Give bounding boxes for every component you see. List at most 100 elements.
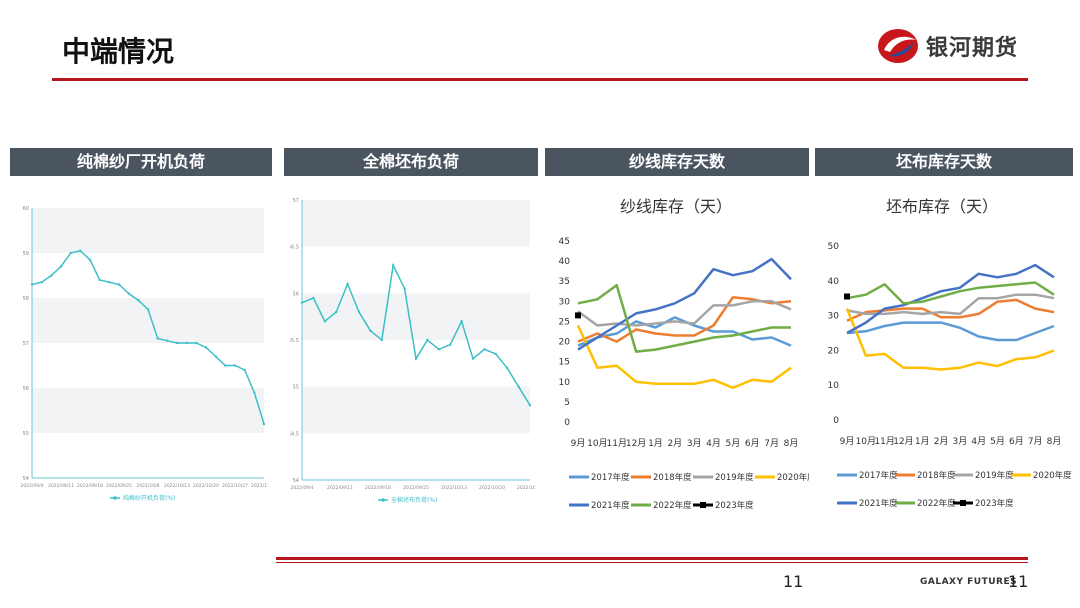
series-point-2023年度 — [575, 312, 581, 319]
data-point — [449, 343, 452, 346]
data-point — [517, 385, 520, 388]
series-line-2018年度 — [577, 296, 792, 343]
y-tick-label: 54.5 — [290, 431, 299, 437]
x-tick-label: 1月 — [915, 436, 930, 447]
legend-label: 2021年度 — [859, 498, 898, 509]
data-point — [494, 352, 497, 356]
y-tick-label: 35 — [559, 277, 570, 287]
x-tick-label: 2022/10/27 — [517, 485, 535, 491]
data-point — [146, 308, 150, 311]
x-tick-label: 2022/10/13 — [441, 485, 467, 491]
x-tick-label: 2月 — [934, 436, 949, 447]
x-tick-label: 8月 — [784, 438, 799, 449]
x-tick-label: 7月 — [1028, 436, 1043, 447]
series-line-2020年度 — [576, 324, 792, 390]
brand-name: 银河期货 — [926, 36, 1019, 61]
y-tick-label: 57 — [23, 341, 29, 347]
y-tick-label: 25 — [559, 317, 570, 327]
series-line-2017年度 — [846, 321, 1055, 342]
x-tick-label: 2022/09/18 — [77, 483, 103, 489]
panel-header-greige-inventory: 坯布库存天数 — [815, 148, 1073, 176]
x-tick-label: 2022/09/4 — [290, 485, 313, 491]
x-tick-label: 12月 — [893, 436, 913, 447]
y-tick-label: 5 — [564, 398, 570, 408]
data-point — [59, 265, 63, 268]
y-tick-label: 0 — [564, 418, 570, 428]
data-point — [98, 278, 101, 282]
data-point — [460, 320, 463, 323]
grid-band — [302, 386, 530, 434]
y-tick-label: 60 — [23, 206, 29, 212]
y-tick-label: 55 — [293, 385, 299, 391]
series-line-2021年度 — [577, 257, 792, 351]
x-tick-label: 9月 — [840, 436, 855, 447]
data-point — [204, 346, 208, 349]
data-point — [224, 364, 227, 367]
x-tick-label: 7月 — [764, 438, 779, 449]
bottom-rule-thin — [276, 562, 1028, 563]
x-tick-label: 3月 — [687, 438, 702, 449]
data-point — [483, 348, 486, 351]
y-tick-label: 20 — [828, 346, 840, 356]
x-tick-label: 12月 — [626, 438, 646, 449]
legend-label: 2017年度 — [859, 470, 898, 481]
legend-marker — [113, 496, 117, 500]
y-tick-label: 58 — [23, 296, 29, 302]
legend-label: 纯棉纱开机负荷(%) — [123, 494, 175, 502]
x-tick-label: 2022/09/25 — [403, 485, 429, 491]
y-tick-label: 30 — [828, 312, 840, 322]
x-tick-label: 10月 — [856, 436, 876, 447]
data-point — [300, 301, 304, 304]
x-tick-label: 2022/10/27 — [222, 483, 248, 489]
data-point — [335, 310, 338, 314]
series-line-2018年度 — [846, 298, 1055, 322]
x-tick-label: 6月 — [745, 438, 760, 449]
legend-label: 2022年度 — [917, 498, 956, 509]
y-tick-label: 30 — [559, 297, 571, 307]
x-tick-label: 2022/09/18 — [365, 485, 391, 491]
data-point — [233, 364, 237, 367]
chart-title: 纱线库存（天） — [620, 197, 732, 216]
top-rule — [52, 78, 1028, 81]
x-tick-label: 2022/09/11 — [327, 485, 353, 491]
y-tick-label: 0 — [833, 416, 839, 426]
data-point — [185, 341, 188, 345]
x-tick-label: 11月 — [874, 436, 894, 447]
data-point — [166, 339, 169, 342]
data-point — [175, 341, 179, 345]
legend-label: 2022年度 — [653, 500, 692, 511]
series-line-2022年度 — [846, 281, 1055, 305]
data-point — [262, 422, 266, 426]
data-point — [108, 281, 111, 284]
data-point — [357, 310, 361, 314]
x-tick-label: 2022/09/4 — [20, 483, 43, 489]
legend-label: 2017年度 — [591, 472, 630, 483]
data-point — [243, 368, 246, 372]
data-point — [414, 357, 418, 360]
x-tick-label: 2022/11/03 — [251, 483, 268, 489]
y-tick-label: 56 — [23, 386, 29, 392]
y-tick-label: 59 — [23, 251, 29, 257]
slide-title: 中端情况 — [62, 35, 175, 68]
x-tick-label: 8月 — [1047, 436, 1062, 447]
data-point — [50, 274, 53, 277]
x-tick-label: 5月 — [726, 438, 741, 449]
data-point — [88, 258, 92, 261]
series-line-2019年度 — [846, 293, 1055, 316]
legend-marker — [960, 500, 966, 506]
data-point — [506, 366, 509, 370]
y-tick-label: 55.5 — [290, 338, 299, 344]
bottom-rule — [276, 557, 1028, 560]
y-tick-label: 20 — [559, 338, 571, 348]
grid-band — [32, 208, 264, 253]
y-tick-label: 57 — [293, 198, 299, 204]
data-point — [392, 264, 395, 267]
legend-label: 2019年度 — [975, 470, 1014, 481]
x-tick-label: 2022/10/8 — [136, 483, 159, 489]
y-tick-label: 45 — [559, 237, 570, 247]
legend-marker — [381, 498, 385, 502]
data-point — [253, 391, 256, 394]
panel-header-greige-load: 全棉坯布负荷 — [284, 148, 538, 176]
x-tick-label: 6月 — [1009, 436, 1024, 447]
x-tick-label: 11月 — [607, 438, 627, 449]
